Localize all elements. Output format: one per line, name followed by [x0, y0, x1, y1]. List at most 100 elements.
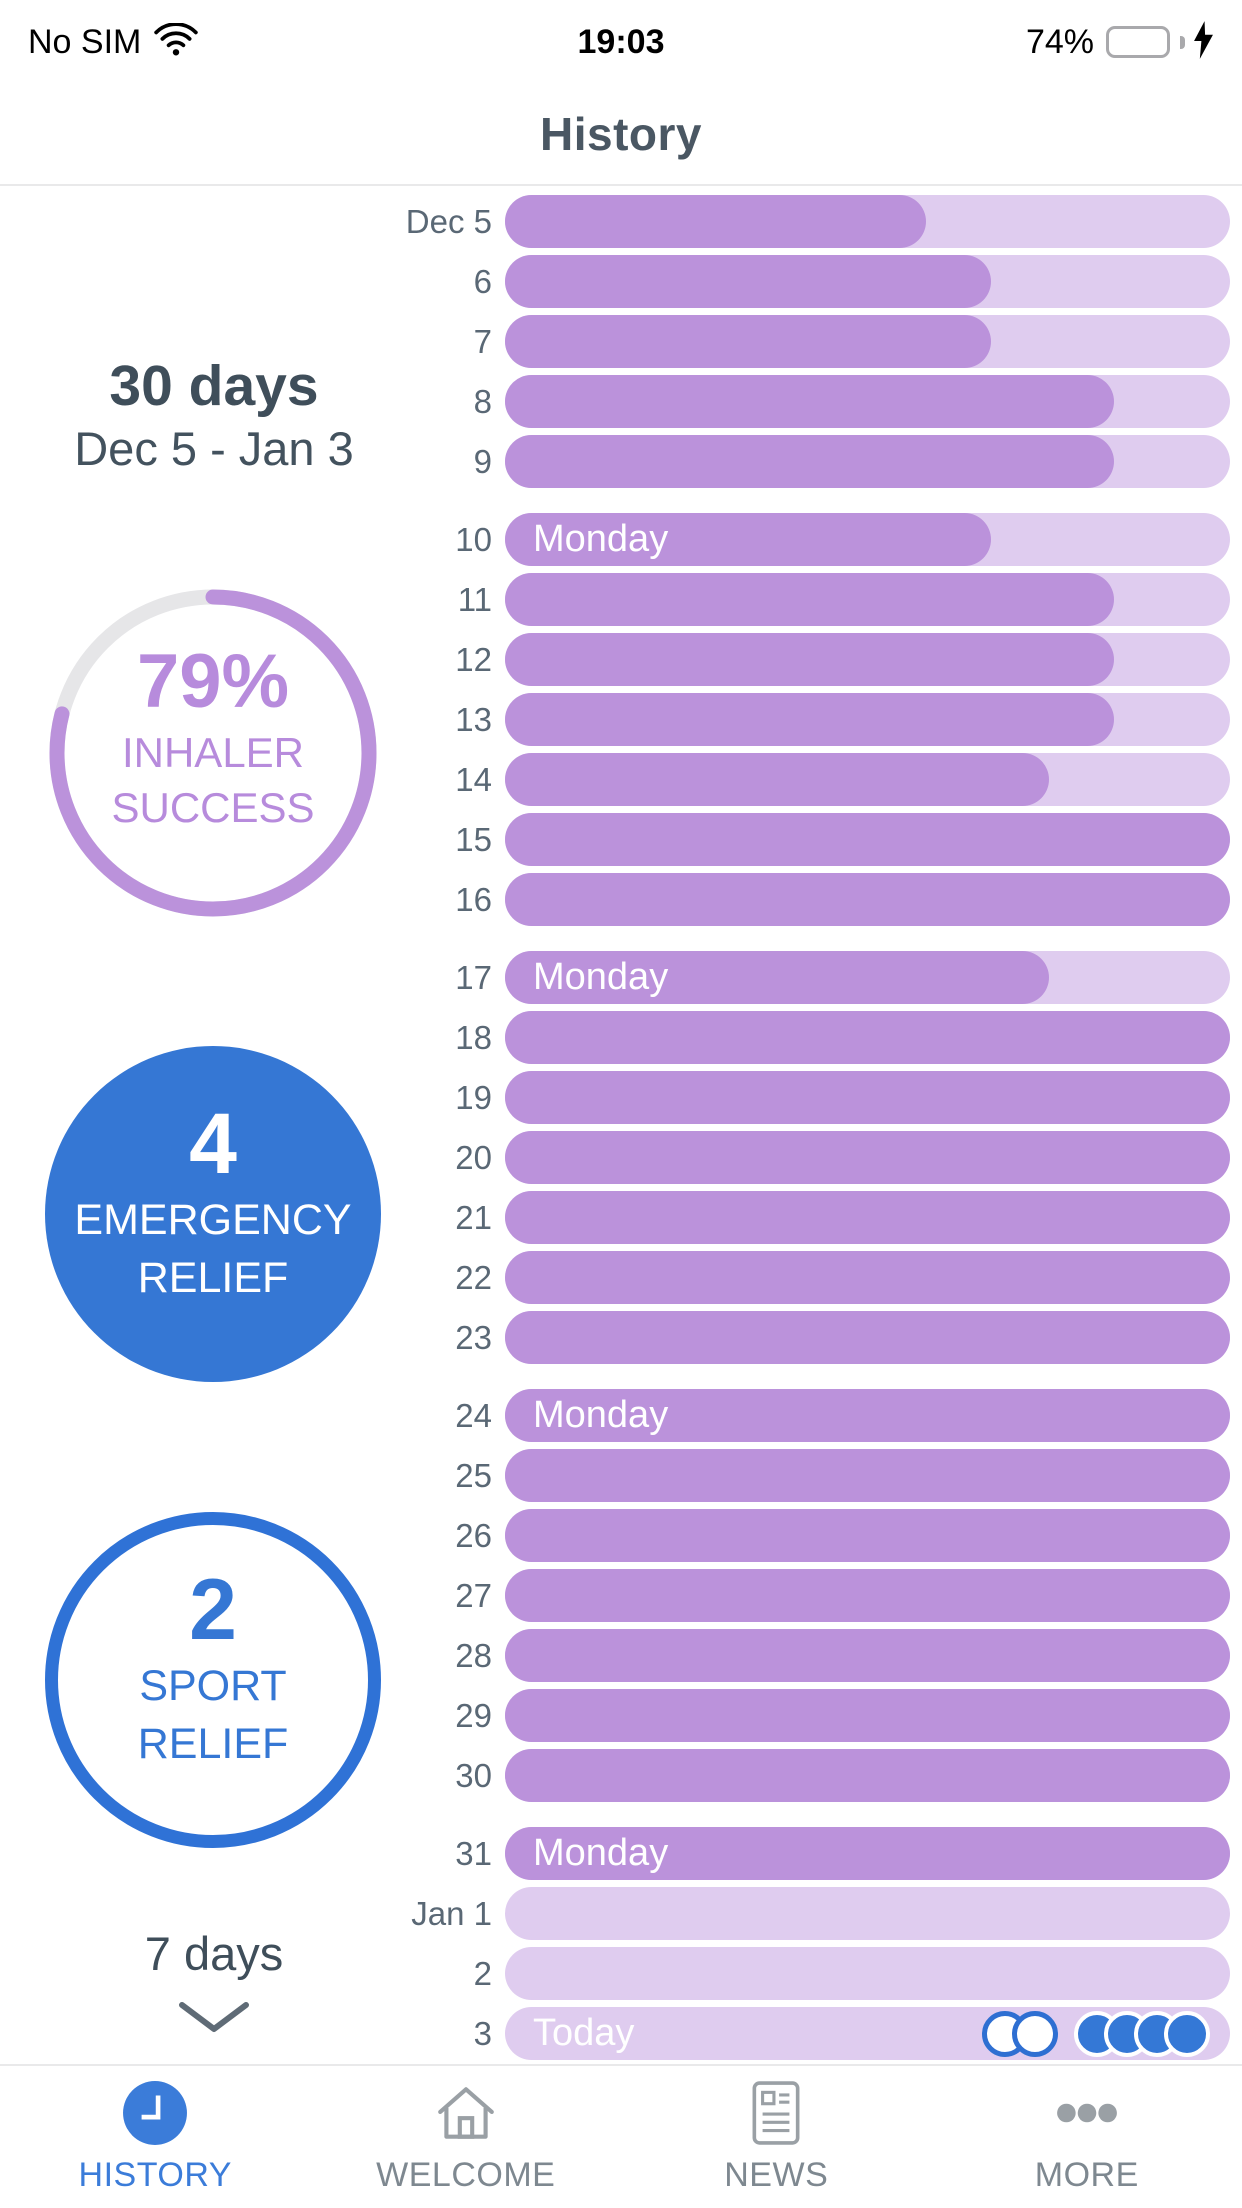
bar-track[interactable]	[505, 813, 1230, 866]
tab-history[interactable]: HISTORY	[0, 2066, 311, 2208]
tab-news[interactable]: NEWS	[621, 2066, 932, 2208]
bar-track[interactable]	[505, 693, 1230, 746]
period-summary: 30 days Dec 5 - Jan 3	[0, 354, 428, 478]
bar-date-label: 8	[473, 382, 492, 420]
bar-track[interactable]: Today	[505, 2007, 1230, 2060]
bar-tag-label: Today	[533, 2012, 635, 2054]
bar-track[interactable]	[505, 1947, 1230, 2000]
bar-track[interactable]	[505, 1311, 1230, 1364]
carrier-label: No SIM	[28, 22, 142, 61]
period-range: Dec 5 - Jan 3	[74, 421, 354, 475]
inhaler-ring-text: 79% INHALER SUCCESS	[43, 583, 383, 923]
summary-panel: 30 days Dec 5 - Jan 3 79% INHALER SUCCES…	[0, 186, 428, 2064]
bar-week-group: 10 Monday 11 12 13 14 15 16	[335, 513, 1230, 926]
bar-track[interactable]	[505, 1569, 1230, 1622]
bar-fill	[505, 951, 1049, 1004]
bar-track[interactable]	[505, 1509, 1230, 1562]
bar-track[interactable]	[505, 435, 1230, 488]
history-bar-row: Jan 1	[335, 1887, 1230, 1940]
news-icon	[751, 2080, 801, 2146]
bar-date-label: 30	[455, 1756, 492, 1794]
bar-fill	[505, 873, 1230, 926]
history-bar-row: 25	[335, 1449, 1230, 1502]
bar-track[interactable]	[505, 1071, 1230, 1124]
bar-track[interactable]: Monday	[505, 513, 1230, 566]
sport-relief-circle: 2 SPORT RELIEF	[45, 1512, 381, 1848]
period-expander-label[interactable]: 7 days	[144, 1927, 284, 1980]
bar-date-label: 11	[457, 580, 492, 618]
tab-more-label[interactable]: MORE	[1034, 2156, 1139, 2194]
status-right: 74%	[854, 20, 1214, 64]
bar-fill	[505, 1311, 1230, 1364]
bar-fill	[505, 1689, 1230, 1742]
inhaler-label-line2: SUCCESS	[111, 784, 315, 831]
tab-welcome-label[interactable]: WELCOME	[376, 2156, 556, 2194]
history-bar-row: 3 Today	[335, 2007, 1230, 2060]
history-bar-row: 13	[335, 693, 1230, 746]
bar-track[interactable]	[505, 1449, 1230, 1502]
bar-date-label: 13	[455, 700, 492, 738]
bar-track[interactable]	[505, 753, 1230, 806]
bar-date-label: 15	[455, 820, 492, 858]
bar-date-label: 17	[455, 958, 492, 996]
bar-track[interactable]	[505, 573, 1230, 626]
bar-date-label: 31	[455, 1834, 492, 1872]
period-expander[interactable]: 7 days	[0, 1926, 428, 2040]
bar-date-label: 18	[455, 1018, 492, 1056]
bar-tag-label: Monday	[533, 1394, 669, 1436]
history-bar-row: 16	[335, 873, 1230, 926]
bar-track[interactable]: Monday	[505, 1389, 1230, 1442]
bar-fill	[505, 1191, 1230, 1244]
bar-track[interactable]	[505, 1689, 1230, 1742]
bar-fill	[505, 1509, 1230, 1562]
bar-track[interactable]	[505, 1191, 1230, 1244]
bar-date-label: 20	[455, 1138, 492, 1176]
bar-track[interactable]	[505, 315, 1230, 368]
bar-fill	[505, 753, 1049, 806]
bar-track[interactable]	[505, 1251, 1230, 1304]
history-bar-row: 22	[335, 1251, 1230, 1304]
bar-fill	[505, 315, 991, 368]
tab-more[interactable]: MORE	[932, 2066, 1242, 2208]
bar-track[interactable]	[505, 195, 1230, 248]
bar-track[interactable]	[505, 1749, 1230, 1802]
bar-tag-label: Monday	[533, 956, 669, 998]
bar-fill	[505, 1629, 1230, 1682]
history-bar-row: 19	[335, 1071, 1230, 1124]
history-bar-row: Dec 5	[335, 195, 1230, 248]
charging-bolt-icon	[1193, 20, 1214, 64]
tab-history-label[interactable]: HISTORY	[78, 2156, 232, 2194]
emergency-label-line1: EMERGENCY	[74, 1195, 352, 1244]
history-bar-row: 6	[335, 255, 1230, 308]
bar-date-label: 28	[455, 1636, 492, 1674]
bar-track[interactable]	[505, 1131, 1230, 1184]
clock-time: 19:03	[577, 22, 665, 61]
emergency-label-line2: RELIEF	[137, 1254, 289, 1302]
bar-track[interactable]	[505, 1887, 1230, 1940]
bar-track[interactable]	[505, 1629, 1230, 1682]
bar-track[interactable]	[505, 873, 1230, 926]
bar-track[interactable]: Monday	[505, 1827, 1230, 1880]
bar-date-label: 23	[455, 1318, 492, 1356]
emergency-relief-count: 4	[189, 1095, 237, 1192]
wifi-icon	[153, 21, 199, 62]
bar-fill	[505, 1251, 1230, 1304]
bar-track[interactable]	[505, 255, 1230, 308]
bar-track[interactable]	[505, 375, 1230, 428]
chevron-down-icon[interactable]	[176, 1999, 252, 2035]
history-bar-row: 26	[335, 1509, 1230, 1562]
bar-track[interactable]: Monday	[505, 951, 1230, 1004]
history-bar-row: 7	[335, 315, 1230, 368]
bar-date-label: 14	[455, 760, 492, 798]
history-bar-row: 12	[335, 633, 1230, 686]
battery-nub	[1180, 35, 1185, 49]
tab-welcome[interactable]: WELCOME	[311, 2066, 622, 2208]
bar-track[interactable]	[505, 633, 1230, 686]
history-bar-row: 8	[335, 375, 1230, 428]
clock-icon	[122, 2080, 188, 2146]
history-bar-row: 18	[335, 1011, 1230, 1064]
inhaler-success-percent: 79%	[136, 639, 290, 725]
tab-news-label[interactable]: NEWS	[724, 2156, 829, 2194]
bar-fill	[505, 1389, 1230, 1442]
bar-track[interactable]	[505, 1011, 1230, 1064]
